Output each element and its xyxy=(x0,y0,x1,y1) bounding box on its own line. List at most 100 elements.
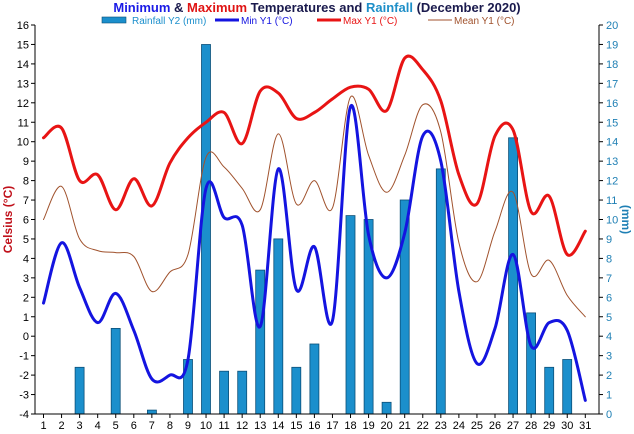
right-tick-label-12: 12 xyxy=(606,176,618,188)
x-tick-label-13: 13 xyxy=(254,420,266,432)
x-tick-label-15: 15 xyxy=(290,420,302,432)
x-tick-label-1: 1 xyxy=(40,420,46,432)
left-tick-label-10: 10 xyxy=(17,137,29,149)
left-tick-label--2: -2 xyxy=(19,370,29,382)
left-tick-label-4: 4 xyxy=(23,253,29,265)
x-tick-label-19: 19 xyxy=(362,420,374,432)
right-tick-label-11: 11 xyxy=(606,195,617,207)
x-tick-label-25: 25 xyxy=(471,420,483,432)
left-tick-label--4: -4 xyxy=(19,409,29,421)
x-tick-label-24: 24 xyxy=(453,420,465,432)
left-tick-label-16: 16 xyxy=(17,20,29,32)
left-tick-label--1: -1 xyxy=(19,351,29,363)
max-temp-line xyxy=(42,54,587,257)
x-tick-label-4: 4 xyxy=(95,420,101,432)
title-part-5: (December 2020) xyxy=(412,0,521,15)
x-tick-label-27: 27 xyxy=(507,420,519,432)
rain-bar-day-3 xyxy=(74,366,85,415)
rain-bar-day-14 xyxy=(273,238,284,415)
x-tick-label-14: 14 xyxy=(272,420,284,432)
left-axis-title: Celsius (°C) xyxy=(1,186,15,253)
rain-bar-day-5 xyxy=(110,327,121,415)
legend-label-1: Min Y1 (°C) xyxy=(241,16,293,27)
right-tick-label-9: 9 xyxy=(606,234,612,246)
rain-bar-day-12 xyxy=(237,370,248,415)
x-tick-label-23: 23 xyxy=(435,420,447,432)
right-tick-label-20: 20 xyxy=(606,20,618,32)
right-tick-label-14: 14 xyxy=(606,137,618,149)
right-tick-label-15: 15 xyxy=(606,117,618,129)
legend-swatch-0 xyxy=(101,16,127,24)
x-tick-label-7: 7 xyxy=(149,420,155,432)
x-tick-label-16: 16 xyxy=(308,420,320,432)
x-tick-label-9: 9 xyxy=(185,420,191,432)
right-tick-label-2: 2 xyxy=(606,370,612,382)
right-tick-label-6: 6 xyxy=(606,292,612,304)
x-tick-label-30: 30 xyxy=(561,420,573,432)
x-tick-label-20: 20 xyxy=(381,420,393,432)
legend-label-0: Rainfall Y2 (mm) xyxy=(132,16,206,27)
right-tick-label-5: 5 xyxy=(606,312,612,324)
legend-label-3: Mean Y1 (°C) xyxy=(454,16,515,27)
min-temp-line xyxy=(42,104,587,402)
x-tick-label-26: 26 xyxy=(489,420,501,432)
left-tick-label--3: -3 xyxy=(19,390,29,402)
rain-bar-day-11 xyxy=(219,370,230,415)
left-tick-label-11: 11 xyxy=(18,117,29,129)
title-part-4: Rainfall xyxy=(365,0,413,15)
title-part-0: Minimum xyxy=(113,0,171,15)
rain-bar-day-7 xyxy=(146,409,157,415)
rain-bar-day-10 xyxy=(201,44,211,415)
rain-bar-day-15 xyxy=(291,366,302,415)
x-tick-label-17: 17 xyxy=(326,420,338,432)
left-tick-label-0: 0 xyxy=(23,331,29,343)
x-tick-label-2: 2 xyxy=(58,420,64,432)
x-tick-label-3: 3 xyxy=(77,420,83,432)
lines-layer xyxy=(42,54,587,402)
x-tick-label-12: 12 xyxy=(236,420,248,432)
rain-bar-day-29 xyxy=(544,366,555,415)
right-tick-label-17: 17 xyxy=(606,78,618,90)
right-tick-label-13: 13 xyxy=(606,156,618,168)
x-tick-label-8: 8 xyxy=(167,420,173,432)
rain-bar-day-27 xyxy=(508,137,519,415)
rain-bar-day-13 xyxy=(255,269,266,415)
right-tick-label-16: 16 xyxy=(606,98,618,110)
right-tick-label-19: 19 xyxy=(606,39,618,51)
x-tick-label-11: 11 xyxy=(218,420,229,432)
right-tick-label-0: 0 xyxy=(606,409,612,421)
x-tick-label-5: 5 xyxy=(113,420,119,432)
mean-temp-line xyxy=(43,95,586,318)
left-tick-label-12: 12 xyxy=(17,98,29,110)
bars-layer xyxy=(74,44,573,415)
left-tick-label-14: 14 xyxy=(17,59,29,71)
legend-label-2: Max Y1 (°C) xyxy=(343,16,397,27)
x-tick-label-29: 29 xyxy=(543,420,555,432)
rain-bar-day-20 xyxy=(381,401,392,415)
left-tick-label-7: 7 xyxy=(23,195,29,207)
left-tick-label-9: 9 xyxy=(23,156,29,168)
rain-bar-day-30 xyxy=(562,359,573,415)
title-part-3: Temperatures and xyxy=(247,0,366,15)
title-part-1: & xyxy=(170,0,188,15)
right-tick-label-10: 10 xyxy=(606,215,618,227)
x-tick-label-10: 10 xyxy=(200,420,212,432)
x-tick-label-6: 6 xyxy=(131,420,137,432)
right-axis-title: (mm) xyxy=(619,205,633,234)
left-tick-label-15: 15 xyxy=(17,39,29,51)
x-tick-label-28: 28 xyxy=(525,420,537,432)
right-tick-label-4: 4 xyxy=(606,331,612,343)
left-tick-label-5: 5 xyxy=(23,234,29,246)
left-tick-label-8: 8 xyxy=(23,176,29,188)
x-tick-label-21: 21 xyxy=(399,420,411,432)
chart-title: Minimum & Maximum Temperatures and Rainf… xyxy=(0,0,634,15)
right-tick-label-1: 1 xyxy=(606,390,612,402)
x-tick-label-18: 18 xyxy=(344,420,356,432)
right-tick-label-8: 8 xyxy=(606,253,612,265)
x-tick-label-22: 22 xyxy=(417,420,429,432)
left-tick-label-13: 13 xyxy=(17,78,29,90)
left-tick-label-6: 6 xyxy=(23,215,29,227)
right-tick-label-18: 18 xyxy=(606,59,618,71)
right-tick-label-3: 3 xyxy=(606,351,612,363)
